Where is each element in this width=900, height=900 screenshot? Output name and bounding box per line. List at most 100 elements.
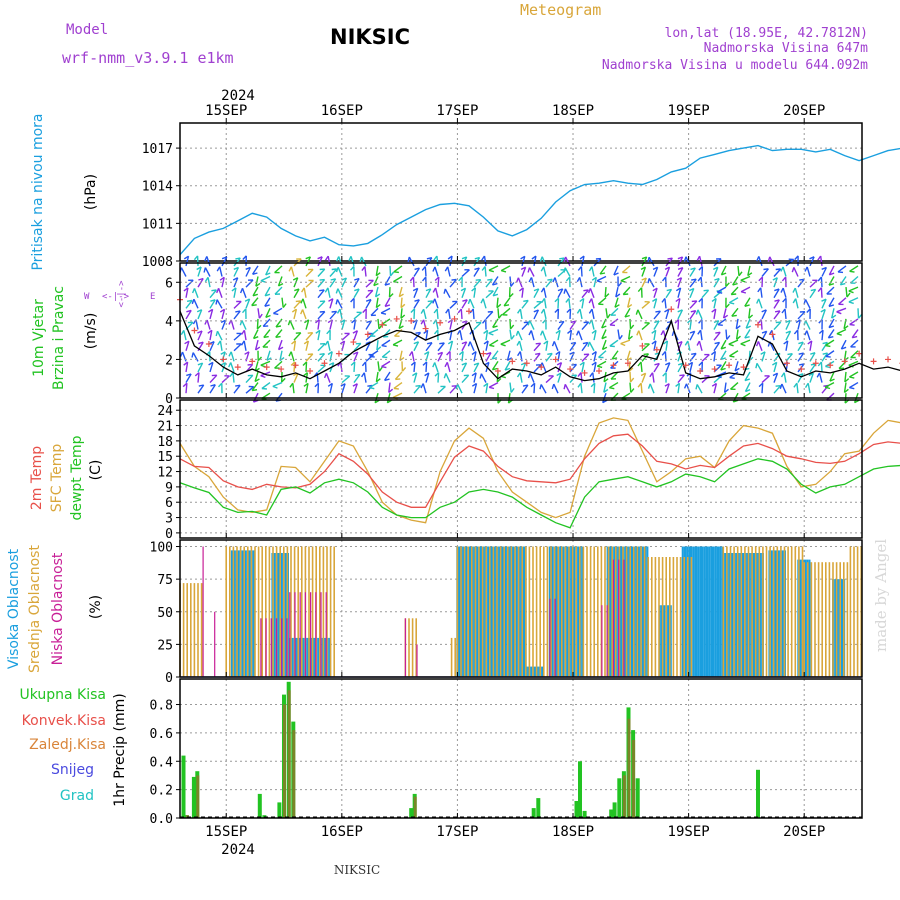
- wind-barb: [293, 309, 298, 320]
- wind-barb: [641, 373, 647, 383]
- wind-barb: [353, 383, 358, 394]
- y-tick-label: 15: [157, 450, 173, 465]
- wind-barb: [245, 386, 255, 394]
- wind-barb: [665, 257, 673, 267]
- wind-barb: [197, 384, 205, 394]
- temp-unit: (C): [88, 460, 104, 481]
- wind-barb-flag: [241, 308, 247, 314]
- wind-barb-flag: [690, 267, 696, 271]
- wind-barb-flag: [191, 352, 194, 358]
- wind-barb: [744, 329, 751, 339]
- wind-barb: [610, 371, 619, 380]
- wind-barb-flag: [816, 372, 821, 378]
- wind-barb-flag: [761, 330, 767, 334]
- wind-barb-flag: [591, 361, 597, 366]
- wind-barb-flag: [215, 299, 218, 305]
- wind-barb-flag: [215, 331, 219, 337]
- wind-barb-flag: [829, 378, 835, 382]
- wind-barb: [699, 330, 703, 341]
- wind-barb-flag: [183, 287, 189, 292]
- wind-barb-flag: [744, 304, 750, 307]
- wind-barb: [216, 299, 223, 309]
- wind-barb: [744, 371, 751, 381]
- wind-barb: [375, 371, 379, 382]
- wind-barb-flag: [443, 373, 447, 379]
- wind-barb-flag: [444, 361, 448, 368]
- wind-barb: [193, 288, 199, 298]
- wind-barb: [848, 286, 859, 292]
- wind-barb: [230, 319, 235, 330]
- wind-barb-flag: [571, 374, 577, 377]
- wind-barb-flag: [724, 388, 729, 394]
- wind-barb-flag: [643, 353, 649, 356]
- wind-barb: [773, 352, 781, 362]
- wind-barb: [781, 383, 787, 394]
- wind-barb-flag: [539, 330, 544, 336]
- wind-barb: [543, 266, 547, 277]
- wind-barb: [521, 256, 526, 267]
- wind-barb-flag: [481, 266, 486, 271]
- altitude-text: Nadmorska Visina 647m: [704, 41, 869, 56]
- wind-barb-flag: [763, 268, 769, 271]
- wind-barb: [541, 330, 547, 341]
- wind-barb: [809, 289, 817, 299]
- wind-barb: [185, 340, 190, 351]
- wind-barb: [412, 277, 415, 288]
- wind-barb-flag: [617, 282, 622, 287]
- wind-barb-flag: [290, 361, 296, 366]
- wind-barb-flag: [220, 319, 226, 324]
- wind-barb: [821, 309, 826, 320]
- wind-barb: [519, 372, 523, 383]
- wind-barb-flag: [518, 287, 524, 292]
- wind-barb: [489, 339, 499, 346]
- wind-barb-flag: [664, 308, 670, 313]
- wind-barb: [521, 287, 524, 298]
- wind-barb: [329, 310, 338, 320]
- wind-barb-flag: [520, 266, 526, 271]
- wind-barb: [828, 297, 835, 307]
- wind-barb-flag: [840, 282, 846, 286]
- wind-barb-flag: [587, 288, 592, 294]
- wind-barb: [446, 362, 451, 373]
- wind-barb: [245, 298, 251, 309]
- legend-zaledj: Zaledj.Kisa: [29, 737, 106, 753]
- wind-barb: [797, 352, 805, 362]
- wind-barb-flag: [782, 297, 787, 303]
- wind-barb: [640, 361, 643, 373]
- wind-barb: [626, 350, 631, 361]
- wind-barb-flag: [210, 384, 216, 387]
- wind-barb: [209, 341, 215, 352]
- wind-gust-marker: [610, 362, 617, 369]
- wind-barb: [305, 319, 310, 330]
- wind-barb-flag: [817, 361, 822, 367]
- wind-barb: [216, 330, 223, 341]
- wind-barb: [381, 350, 391, 358]
- wind-barb-flag: [384, 378, 390, 382]
- wind-barb: [564, 267, 571, 277]
- wind-barb-flag: [740, 279, 746, 283]
- wind-barb: [597, 297, 607, 305]
- wind-barb-flag: [354, 373, 361, 377]
- wind-barb-flag: [432, 266, 436, 272]
- wind-barb-flag: [291, 340, 296, 345]
- wind-barb-flag: [335, 267, 339, 273]
- wind-barb: [197, 278, 204, 288]
- wind-barb-flag: [289, 382, 294, 388]
- wind-barb: [677, 309, 684, 320]
- wind-barb-flag: [543, 340, 549, 345]
- wind-barb: [713, 320, 720, 330]
- wind-barb: [629, 382, 632, 393]
- wind-barb-flag: [410, 361, 416, 366]
- wind-barb-flag: [303, 382, 309, 387]
- wind-barb: [425, 372, 430, 383]
- wind-barb: [461, 351, 464, 362]
- wind-barb-flag: [810, 352, 816, 355]
- wind-barb-flag: [623, 293, 629, 296]
- wind-barb: [469, 341, 475, 352]
- wind-barb-flag: [198, 277, 204, 281]
- wind-barb: [292, 383, 295, 394]
- wind-barb-flag: [848, 290, 854, 294]
- wind-barb-flag: [426, 257, 432, 260]
- wind-barb: [260, 275, 271, 282]
- wind-barb-flag: [647, 257, 650, 263]
